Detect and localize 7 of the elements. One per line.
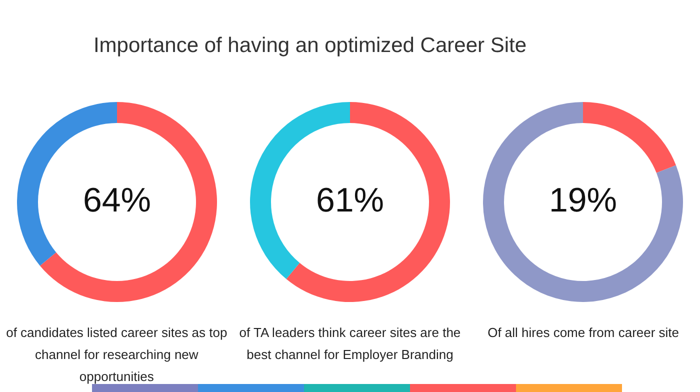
text: of candidates listed career sites as top channel for researching new opportunities [5,324,228,386]
data-label: 61% [316,181,384,220]
text: Of all hires come from career site [486,324,680,342]
text: Importance of having an optimized Career Site [92,34,528,58]
text: of TA leaders think career sites are the best channel for Employer Branding [238,324,462,364]
data-label: 64% [82,181,151,220]
data-label: 19% [549,181,618,220]
